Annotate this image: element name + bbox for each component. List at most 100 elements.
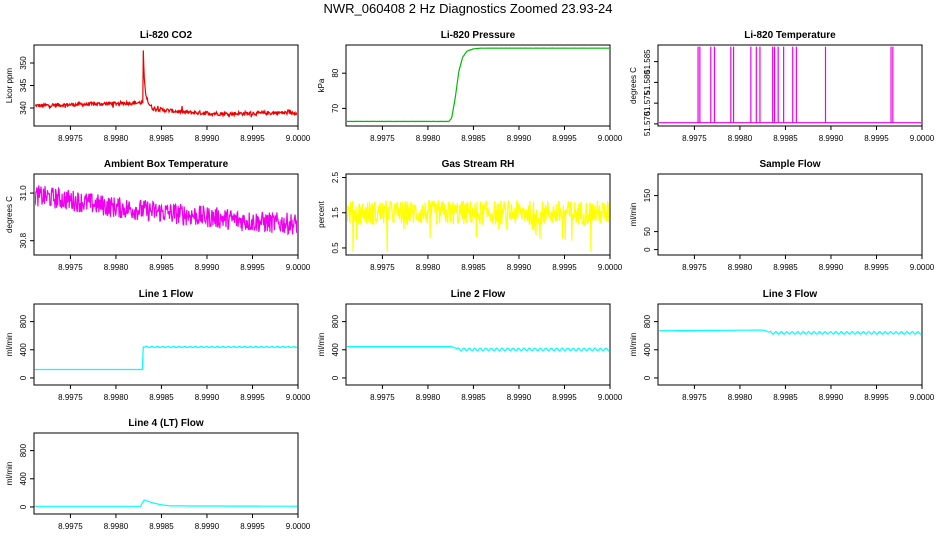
y-tick-label: 400 <box>331 343 340 357</box>
page-title: NWR_060408 2 Hz Diagnostics Zoomed 23.93… <box>323 1 613 16</box>
plot-frame <box>33 173 299 256</box>
plot-frame <box>345 303 611 386</box>
y-tick-label: 800 <box>19 443 28 457</box>
x-tick-label: 8.9985 <box>149 134 174 143</box>
plot-frame <box>345 44 611 127</box>
x-tick-label: 8.9990 <box>507 393 532 402</box>
chart-pressure: Li-820 Pressure 8.9975 8.9980 8.9985 8.9990 8… <box>317 30 623 143</box>
x-tick-label: 8.9980 <box>104 522 129 531</box>
x-tick-label: 9.0000 <box>598 393 623 402</box>
y-axis-label: percent <box>317 200 326 227</box>
x-tick-label: 8.9995 <box>240 393 265 402</box>
chart-temperature: Li-820 Temperature 8.9975 8.9980 8.9985 8.99… <box>629 30 935 143</box>
chart-title: Li-820 Pressure <box>441 30 516 41</box>
y-tick-label: 800 <box>331 314 340 328</box>
x-tick-label: 8.9985 <box>461 134 486 143</box>
y-tick-label: 0 <box>331 375 340 380</box>
x-tick-label: 9.0000 <box>286 522 311 531</box>
x-tick-label: 9.0000 <box>286 134 311 143</box>
y-axis-label: kPa <box>317 78 326 92</box>
chart-title: Line 3 Flow <box>763 289 818 300</box>
y-tick-label: 50 <box>643 227 652 236</box>
y-tick-label: 0 <box>643 247 652 252</box>
chart-title: Line 2 Flow <box>451 289 506 300</box>
series-line <box>35 50 297 118</box>
chart-title: Li-820 CO2 <box>140 30 193 41</box>
y-tick-label: 345 <box>19 78 28 92</box>
y-tick-label: 0 <box>19 375 28 380</box>
x-tick-label: 8.9975 <box>682 134 707 143</box>
x-tick-label: 8.9990 <box>195 134 220 143</box>
y-axis-label: degrees C <box>629 67 638 104</box>
x-tick-label: 9.0000 <box>598 134 623 143</box>
plot-frame <box>33 432 299 515</box>
chart-co2: Li-820 CO2 8.9975 8.9980 8.9985 8.9990 8.9995… <box>5 30 311 143</box>
y-tick-label: 400 <box>19 343 28 357</box>
chart-line4: Line 4 (LT) Flow 8.9975 8.9980 8.9985 8.9990… <box>5 418 311 531</box>
x-tick-label: 8.9985 <box>461 393 486 402</box>
plot-frame <box>33 44 299 127</box>
y-tick-label: 0 <box>19 504 28 509</box>
x-tick-label: 8.9985 <box>149 522 174 531</box>
chart-title: Line 1 Flow <box>139 289 194 300</box>
x-tick-label: 8.9980 <box>104 393 129 402</box>
y-axis-label: ml/min <box>629 203 638 227</box>
x-tick-label: 8.9995 <box>552 134 577 143</box>
y-tick-label: 400 <box>643 343 652 357</box>
x-tick-label: 8.9995 <box>240 522 265 531</box>
y-tick-label: 51.570 <box>643 111 652 136</box>
y-tick-label: 0.5 <box>331 242 340 254</box>
x-tick-label: 8.9975 <box>370 263 395 272</box>
x-tick-label: 8.9985 <box>149 393 174 402</box>
chart-title: Gas Stream RH <box>442 159 515 170</box>
y-tick-label: 800 <box>643 314 652 328</box>
chart-rh: Gas Stream RH 8.9975 8.9980 8.9985 8.9990 8.9… <box>317 159 623 272</box>
y-tick-label: 70 <box>331 103 340 112</box>
plot-frame <box>657 303 923 386</box>
x-tick-label: 8.9980 <box>104 134 129 143</box>
x-tick-label: 8.9985 <box>773 263 798 272</box>
x-tick-label: 8.9995 <box>240 263 265 272</box>
y-tick-label: 350 <box>19 56 28 70</box>
series-line <box>347 198 609 252</box>
x-tick-label: 8.9995 <box>552 263 577 272</box>
x-tick-label: 8.9975 <box>370 393 395 402</box>
x-tick-label: 8.9985 <box>149 263 174 272</box>
plot-frame <box>657 173 923 256</box>
y-axis-label: ml/min <box>5 462 14 486</box>
x-tick-label: 8.9980 <box>416 393 441 402</box>
y-axis-label: ml/min <box>629 333 638 357</box>
x-tick-label: 8.9985 <box>461 263 486 272</box>
y-tick-label: 30.8 <box>19 232 28 248</box>
x-tick-label: 8.9995 <box>864 393 889 402</box>
y-tick-label: 51.580 <box>643 70 652 95</box>
chart-title: Li-820 Temperature <box>744 30 836 41</box>
chart-title: Line 4 (LT) Flow <box>128 418 204 429</box>
x-tick-label: 8.9980 <box>728 134 753 143</box>
y-tick-label: 51.575 <box>643 90 652 115</box>
x-tick-label: 8.9975 <box>682 393 707 402</box>
x-tick-label: 9.0000 <box>598 263 623 272</box>
x-tick-label: 9.0000 <box>910 263 935 272</box>
x-tick-label: 8.9975 <box>58 393 83 402</box>
series-line <box>347 47 609 123</box>
y-axis-label: Licor ppm <box>5 68 14 103</box>
x-tick-label: 9.0000 <box>910 393 935 402</box>
x-tick-label: 8.9980 <box>416 134 441 143</box>
x-tick-label: 8.9985 <box>773 393 798 402</box>
y-tick-label: 400 <box>19 472 28 486</box>
chart-title: Sample Flow <box>759 159 820 170</box>
series-line <box>347 346 609 352</box>
x-tick-label: 9.0000 <box>286 393 311 402</box>
chart-title: Ambient Box Temperature <box>104 159 229 170</box>
x-tick-label: 8.9995 <box>864 263 889 272</box>
chart-sample: Sample Flow 8.9975 8.9980 8.9985 8.9990 8.999… <box>629 159 935 272</box>
x-tick-label: 8.9980 <box>416 263 441 272</box>
y-tick-label: 340 <box>19 101 28 115</box>
y-axis-label: degrees C <box>5 196 14 233</box>
series-line <box>35 499 297 507</box>
x-tick-label: 8.9995 <box>864 134 889 143</box>
x-tick-label: 8.9975 <box>58 522 83 531</box>
y-tick-label: 31.0 <box>19 185 28 201</box>
x-tick-label: 9.0000 <box>286 263 311 272</box>
